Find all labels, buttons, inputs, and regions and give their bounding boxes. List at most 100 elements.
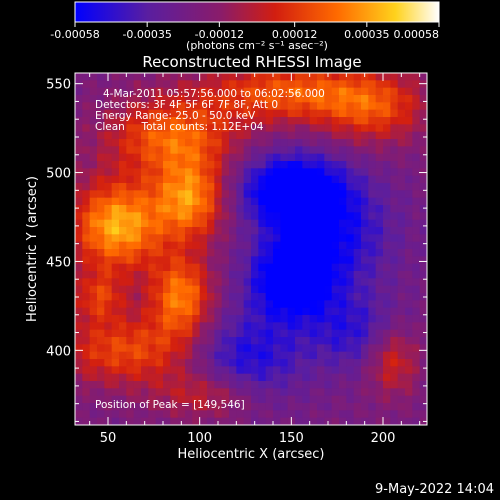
heatmap-cell [273,315,281,323]
heatmap-cell [148,403,157,411]
heatmap-cell [133,87,142,96]
heatmap-cell [104,263,113,272]
heatmap-cell [75,161,83,169]
heatmap-cell [104,219,113,228]
heatmap-cell [141,109,149,118]
heatmap-cell [119,212,127,221]
heatmap-cell [251,263,259,272]
heatmap-cell [324,153,333,162]
heatmap-cell [273,307,281,316]
heatmap-cell [251,161,259,169]
heatmap-cell [221,146,230,155]
heatmap-cell [302,241,311,250]
heatmap-cell [199,146,208,155]
heatmap-cell [119,131,127,140]
heatmap-cell [185,168,193,177]
heatmap-cell [155,153,164,162]
heatmap-cell [89,124,98,133]
heatmap-cell [295,197,303,206]
heatmap-cell [390,227,399,235]
heatmap-cell [214,80,223,89]
heatmap-cell [148,131,157,140]
heatmap-cell [258,102,267,111]
heatmap-cell [412,87,421,96]
heatmap-cell [346,403,355,411]
heatmap-cell [126,117,135,125]
heatmap-cell [280,315,289,323]
heatmap-cell [207,175,215,184]
heatmap-cell [353,212,362,221]
heatmap-cell [251,102,259,111]
heatmap-cell [97,293,105,301]
heatmap-cell [221,168,230,177]
heatmap-cell [111,256,120,265]
heatmap-cell [368,278,377,287]
heatmap-cell [353,161,362,169]
heatmap-cell [111,139,120,147]
heatmap-cell [243,395,252,404]
heatmap-cell [353,241,362,250]
heatmap-cell [302,175,311,184]
heatmap-cell [331,146,340,155]
heatmap-cell [82,366,91,375]
heatmap-cell [302,102,311,111]
x-tick-label: 150 [279,431,304,446]
heatmap-cell [192,315,201,323]
heatmap-cell [383,263,391,272]
heatmap-cell [287,117,296,125]
heatmap-cell [229,205,237,213]
heatmap-cell [155,403,164,411]
heatmap-cell [324,307,333,316]
heatmap-cell [353,278,362,287]
heatmap-cell [287,87,296,96]
heatmap-cell [155,263,164,272]
heatmap-cell [177,197,186,206]
heatmap-cell [287,102,296,111]
heatmap-cell [133,102,142,111]
heatmap-cell [309,366,318,375]
heatmap-cell [361,278,369,287]
heatmap-cell [119,388,127,397]
heatmap-cell [185,359,193,367]
heatmap-cell [390,300,399,309]
heatmap-cell [368,124,377,133]
heatmap-cell [133,322,142,331]
heatmap-cell [221,403,230,411]
heatmap-cell [353,197,362,206]
heatmap-cell [405,263,413,272]
heatmap-cell [331,197,340,206]
heatmap-cell [331,109,340,118]
heatmap-cell [302,249,311,257]
heatmap-cell [170,278,179,287]
heatmap-cell [361,241,369,250]
heatmap-cell [397,344,406,353]
heatmap-cell [375,190,384,199]
heatmap-cell [82,344,91,353]
heatmap-cell [148,161,157,169]
heatmap-cell [89,205,98,213]
heatmap-cell [295,102,303,111]
heatmap-cell [199,403,208,411]
heatmap-cell [309,278,318,287]
heatmap-cell [119,73,127,81]
heatmap-cell [346,190,355,199]
heatmap-cell [251,381,259,389]
heatmap-cell [243,124,252,133]
heatmap-cell [265,300,274,309]
heatmap-cell [111,315,120,323]
heatmap-cell [258,263,267,272]
heatmap-cell [309,87,318,96]
heatmap-cell [412,124,421,133]
heatmap-cell [331,205,340,213]
heatmap-cell [126,80,135,89]
heatmap-cell [280,234,289,243]
heatmap-cell [111,168,120,177]
heatmap-cell [207,102,215,111]
heatmap-cell [251,373,259,382]
heatmap-cell [397,227,406,235]
heatmap-cell [104,329,113,338]
heatmap-cell [317,293,325,301]
heatmap-cell [280,146,289,155]
heatmap-cell [221,241,230,250]
heatmap-cell [177,183,186,191]
